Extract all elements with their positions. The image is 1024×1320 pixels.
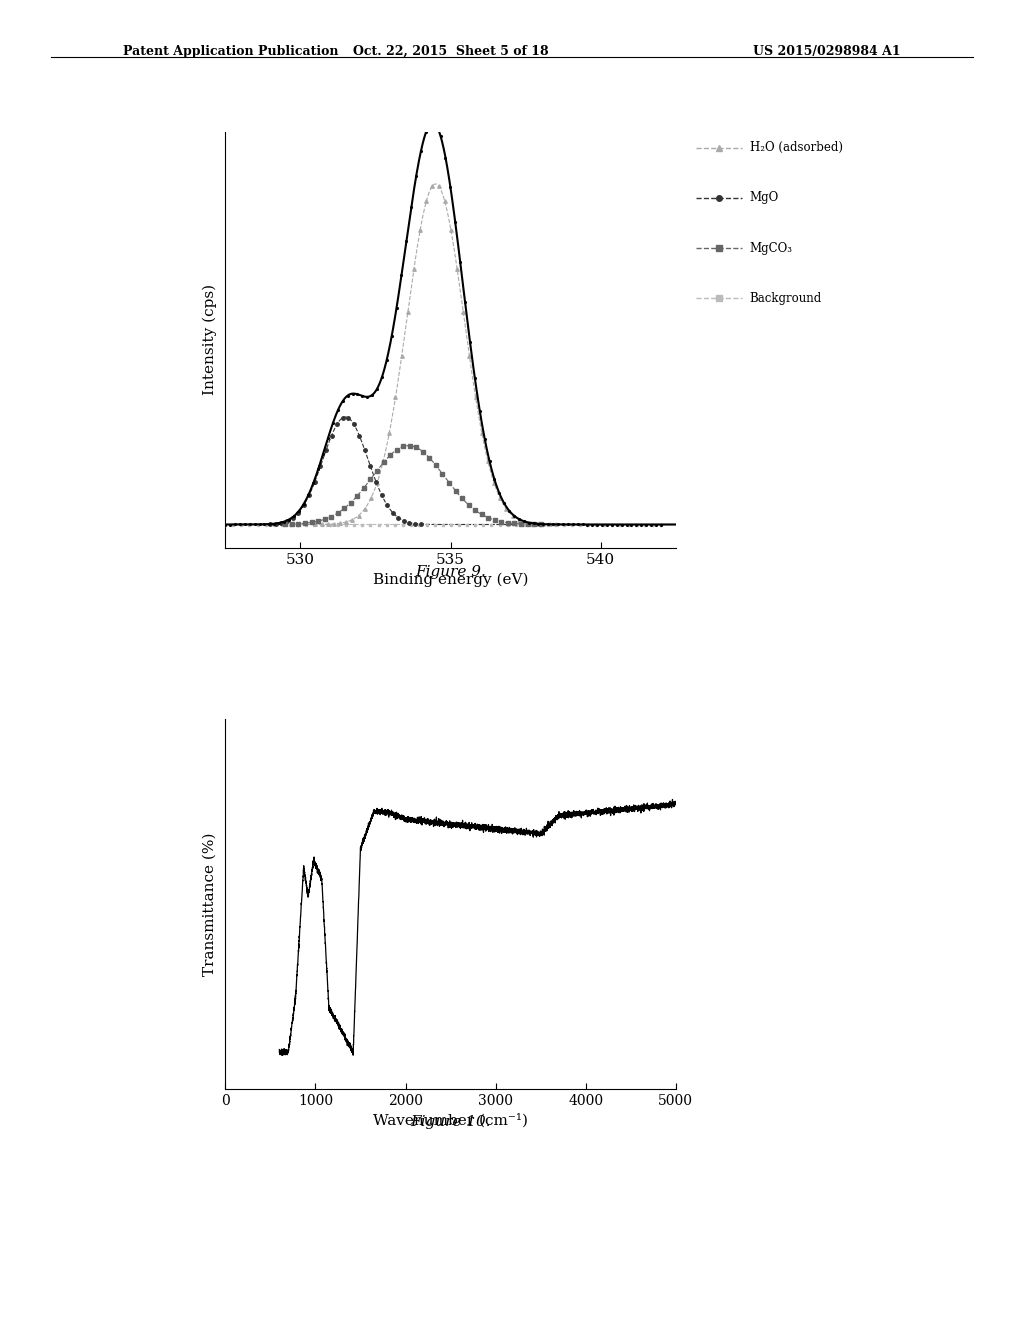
Text: Background: Background	[750, 292, 822, 305]
Text: H₂O (adsorbed): H₂O (adsorbed)	[750, 141, 843, 154]
Y-axis label: Intensity (cps): Intensity (cps)	[203, 284, 217, 396]
Text: Patent Application Publication: Patent Application Publication	[123, 45, 338, 58]
Y-axis label: Transmittance (%): Transmittance (%)	[203, 833, 217, 975]
X-axis label: Wavenumber (cm⁻¹): Wavenumber (cm⁻¹)	[373, 1113, 528, 1127]
X-axis label: Binding energy (eV): Binding energy (eV)	[373, 572, 528, 586]
Text: Oct. 22, 2015  Sheet 5 of 18: Oct. 22, 2015 Sheet 5 of 18	[352, 45, 549, 58]
Text: MgCO₃: MgCO₃	[750, 242, 793, 255]
Text: Figure 9.: Figure 9.	[415, 565, 486, 579]
Text: MgO: MgO	[750, 191, 779, 205]
Text: US 2015/0298984 A1: US 2015/0298984 A1	[754, 45, 901, 58]
Text: Figure 10.: Figure 10.	[411, 1115, 490, 1130]
